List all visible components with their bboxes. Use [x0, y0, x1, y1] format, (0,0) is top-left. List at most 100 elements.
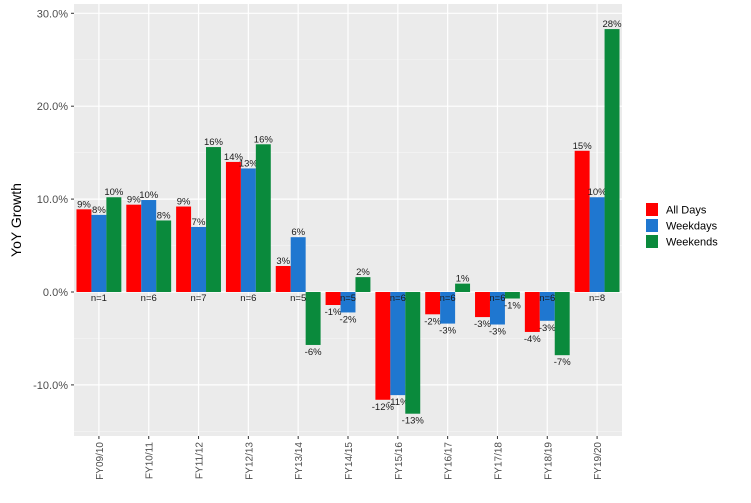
y-tick-label: 10.0%	[37, 194, 68, 206]
data-label: -3%	[439, 326, 456, 337]
bar	[325, 292, 341, 306]
bars: 9%8%10%n=19%10%8%n=69%7%16%n=714%13%16%n…	[76, 19, 622, 427]
sample-size-label: n=7	[190, 293, 206, 304]
bar	[176, 206, 192, 292]
bar	[91, 214, 107, 292]
data-label: -13%	[402, 416, 425, 427]
bar	[206, 147, 221, 292]
data-label: -12%	[372, 402, 395, 413]
data-label: -2%	[340, 314, 357, 325]
bar	[275, 265, 291, 292]
data-label: 2%	[356, 267, 370, 278]
data-label: -3%	[539, 323, 556, 334]
sample-size-label: n=6	[390, 293, 406, 304]
bar	[126, 204, 142, 292]
data-label: 10%	[139, 190, 159, 201]
x-tick-label: FY13/14	[294, 442, 305, 480]
sample-size-label: n=6	[141, 293, 157, 304]
data-label: 9%	[177, 197, 191, 208]
y-axis: -10.0% 0.0% 10.0% 20.0% 30.0%	[33, 8, 74, 392]
bar	[305, 292, 321, 345]
data-label: 6%	[291, 227, 305, 238]
data-label: 10%	[104, 187, 124, 198]
x-tick-label: FY15/16	[394, 442, 405, 480]
sample-size-label: n=6	[240, 293, 256, 304]
bar	[405, 292, 421, 414]
legend-key	[646, 203, 658, 216]
x-axis: FY09/10 FY10/11 FY11/12 FY12/13 FY13/14 FY14/…	[95, 436, 604, 480]
data-label: -2%	[424, 316, 441, 327]
x-tick-label: FY11/12	[195, 442, 206, 479]
y-tick-label: 30.0%	[37, 8, 68, 20]
bar	[489, 292, 505, 325]
data-label: 1%	[456, 274, 470, 285]
bar	[475, 292, 490, 318]
x-tick-label: FY12/13	[244, 442, 255, 480]
data-label: 16%	[204, 137, 224, 148]
data-label: 7%	[192, 217, 206, 228]
bar	[255, 144, 271, 292]
bar	[604, 29, 620, 293]
data-label: 3%	[276, 256, 290, 267]
bar	[225, 161, 241, 292]
data-label: -7%	[554, 357, 571, 368]
data-label: -4%	[524, 334, 541, 345]
legend-label: All Days	[666, 205, 707, 217]
bar	[76, 209, 92, 292]
y-axis-label: YoY Growth	[8, 183, 24, 257]
sample-size-label: n=6	[489, 293, 505, 304]
bar	[290, 237, 306, 292]
bar	[539, 292, 555, 321]
sample-size-label: n=1	[91, 293, 107, 304]
x-tick-label: FY19/20	[593, 442, 604, 480]
data-label: -6%	[305, 347, 322, 358]
bar	[589, 197, 605, 292]
data-label: -1%	[504, 301, 521, 312]
data-label: -1%	[325, 307, 342, 318]
sample-size-label: n=8	[589, 293, 605, 304]
bar	[524, 292, 540, 332]
x-tick-label: FY16/17	[444, 442, 455, 480]
data-label: -3%	[474, 319, 491, 330]
data-label: -3%	[489, 327, 506, 338]
bar	[390, 292, 406, 396]
bar	[375, 292, 391, 400]
bar	[504, 292, 520, 299]
sample-size-label: n=6	[440, 293, 456, 304]
legend: All Days Weekdays Weekends	[646, 203, 718, 249]
sample-size-label: n=6	[539, 293, 555, 304]
legend-label: Weekdays	[666, 221, 718, 233]
bar	[240, 168, 256, 292]
y-tick-label: 20.0%	[37, 101, 68, 113]
data-label: 8%	[157, 210, 171, 221]
bar	[355, 277, 371, 292]
data-label: 15%	[573, 141, 593, 152]
legend-key	[646, 235, 658, 248]
x-tick-label: FY17/18	[493, 442, 504, 480]
bar	[191, 226, 207, 292]
bar	[106, 197, 122, 292]
bar	[340, 292, 356, 313]
sample-size-label: n=5	[340, 293, 356, 304]
bar	[156, 220, 172, 292]
y-tick-label: -10.0%	[33, 380, 68, 392]
data-label: -11%	[387, 397, 409, 408]
data-label: 16%	[254, 134, 274, 145]
legend-label: Weekends	[666, 237, 718, 249]
x-tick-label: FY14/15	[344, 442, 355, 480]
bar	[574, 150, 590, 292]
x-tick-label: FY10/11	[145, 442, 156, 479]
bar	[554, 292, 570, 356]
legend-key	[646, 219, 658, 232]
y-tick-label: 0.0%	[43, 287, 68, 299]
data-label: 10%	[588, 187, 608, 198]
data-label: 13%	[239, 158, 259, 169]
x-tick-label: FY09/10	[95, 442, 106, 480]
data-label: 9%	[77, 199, 91, 210]
data-label: 8%	[92, 205, 106, 216]
bar	[425, 292, 441, 315]
data-label: 9%	[127, 195, 141, 206]
data-label: 14%	[224, 152, 244, 163]
sample-size-label: n=5	[290, 293, 306, 304]
